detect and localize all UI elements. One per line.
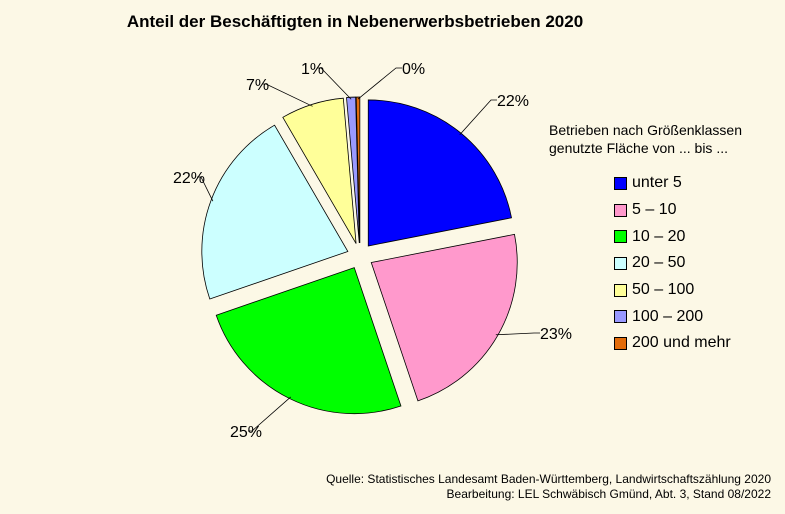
legend-item: unter 5: [614, 170, 731, 197]
legend-item: 20 – 50: [614, 250, 731, 277]
data-label: 0%: [402, 61, 425, 78]
pie-slice: [367, 99, 512, 247]
pie-slice: [370, 233, 518, 402]
pie-slice: [346, 96, 360, 244]
legend-label: 5 – 10: [632, 201, 677, 219]
legend-label: 200 und mehr: [632, 334, 731, 352]
legend-label: 20 – 50: [632, 254, 686, 272]
legend-title-line: genutzte Fläche von ... bis ...: [549, 140, 728, 156]
legend-label: unter 5: [632, 174, 682, 192]
source-line: Bearbeitung: LEL Schwäbisch Gmünd, Abt. …: [446, 487, 771, 501]
chart-title: Anteil der Beschäftigten in Nebenerwerbs…: [126, 12, 584, 31]
legend-swatch: [614, 256, 627, 270]
leader-line: [197, 176, 214, 202]
legend: unter 5 5 – 10 10 – 20 20 – 50 50 – 100 100 –…: [614, 170, 731, 357]
pie-slice: [215, 267, 402, 415]
legend-item: 200 und mehr: [614, 330, 731, 357]
legend-label: 100 – 200: [632, 307, 704, 325]
leader-line: [262, 83, 313, 107]
legend-item: 100 – 200: [614, 303, 731, 330]
pie-slice: [355, 96, 361, 244]
legend-title: Betrieben nach Größenklassen genutzte Fl…: [549, 121, 742, 157]
source-note: Quelle: Statistisches Landesamt Baden-Wü…: [326, 472, 771, 502]
data-label: 1%: [301, 61, 324, 78]
pie-slice: [201, 124, 349, 300]
leader-line: [317, 67, 352, 100]
legend-label: 10 – 20: [632, 227, 686, 245]
leader-line: [459, 99, 497, 136]
legend-swatch: [614, 336, 627, 350]
legend-swatch: [614, 230, 627, 244]
data-label: 22%: [497, 93, 529, 110]
data-label: 25%: [230, 424, 262, 441]
legend-title-line: Betrieben nach Größenklassen: [549, 122, 742, 138]
leader-line: [248, 396, 292, 432]
legend-item: 50 – 100: [614, 277, 731, 304]
data-label: 7%: [246, 77, 269, 94]
data-label: 22%: [173, 170, 205, 187]
source-line: Quelle: Statistisches Landesamt Baden-Wü…: [326, 472, 771, 486]
legend-swatch: [614, 203, 627, 217]
data-label: 23%: [540, 326, 572, 343]
pie-slice: [282, 97, 357, 244]
legend-label: 50 – 100: [632, 281, 695, 299]
legend-swatch: [614, 176, 627, 190]
legend-item: 10 – 20: [614, 223, 731, 250]
legend-swatch: [614, 283, 627, 297]
legend-item: 5 – 10: [614, 197, 731, 224]
legend-swatch: [614, 310, 627, 324]
leader-line: [495, 332, 540, 336]
leader-line: [357, 67, 402, 100]
